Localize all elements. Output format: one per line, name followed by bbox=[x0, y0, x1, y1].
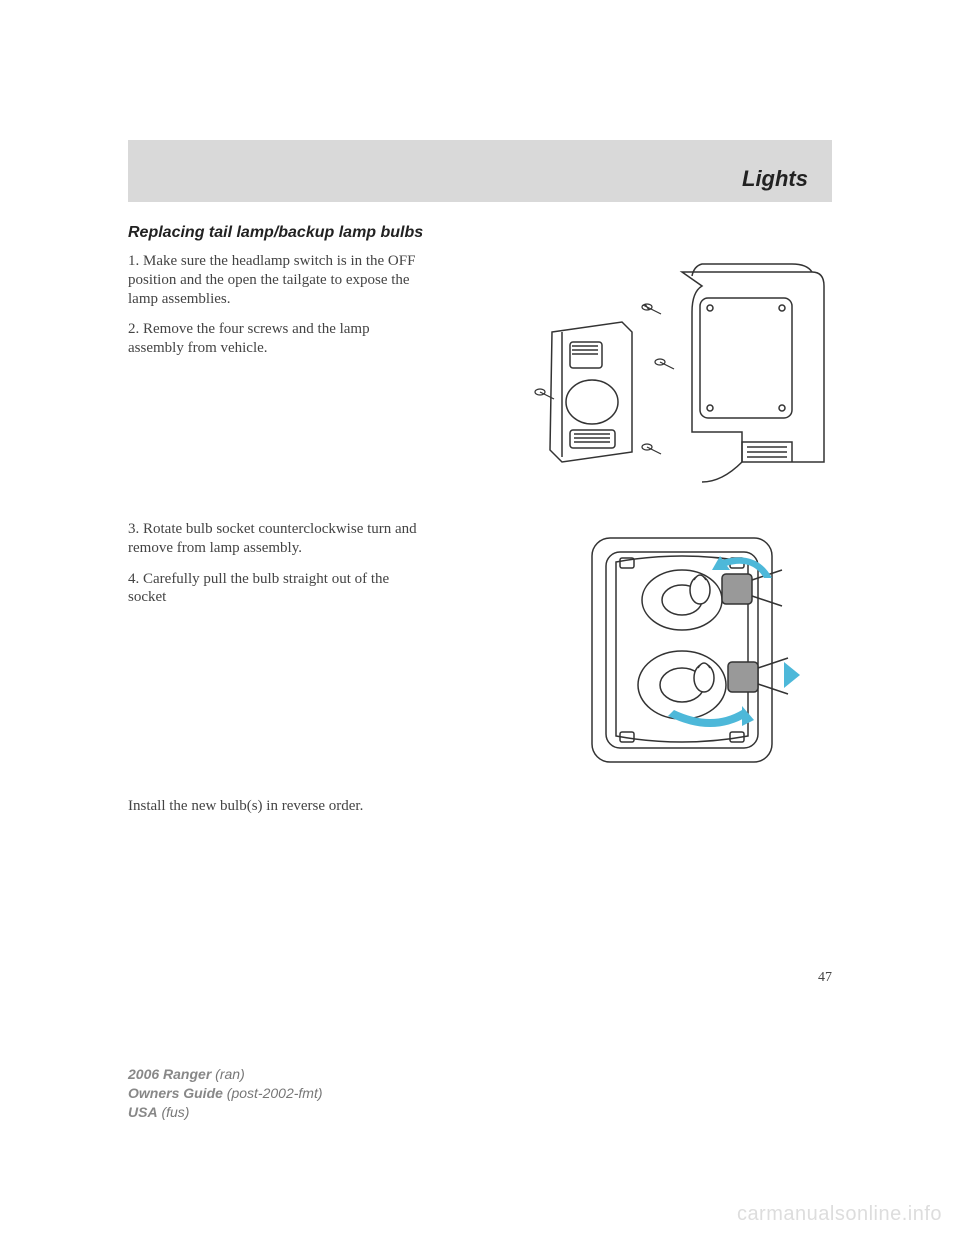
section-2-image-col bbox=[448, 520, 832, 780]
footer-guide-code: (post-2002-fmt) bbox=[223, 1085, 323, 1101]
footer-region-code: (fus) bbox=[158, 1104, 190, 1120]
footer-model: 2006 Ranger bbox=[128, 1066, 211, 1082]
bulb-socket-diagram-icon bbox=[572, 520, 832, 780]
section-1-text: 1. Make sure the headlamp switch is in t… bbox=[128, 252, 428, 502]
section-1-row: 1. Make sure the headlamp switch is in t… bbox=[128, 252, 832, 502]
step-3: 3. Rotate bulb socket counterclockwise t… bbox=[128, 520, 428, 558]
section-1-image-col bbox=[448, 252, 832, 502]
footer-line-1: 2006 Ranger (ran) bbox=[128, 1065, 323, 1084]
subheading: Replacing tail lamp/backup lamp bulbs bbox=[128, 224, 832, 242]
section-title: Lights bbox=[742, 166, 808, 192]
page-number: 47 bbox=[818, 970, 832, 986]
footer-line-2: Owners Guide (post-2002-fmt) bbox=[128, 1084, 323, 1103]
footer: 2006 Ranger (ran) Owners Guide (post-200… bbox=[128, 1065, 323, 1122]
section-header-bar: Lights bbox=[128, 140, 832, 202]
footer-line-3: USA (fus) bbox=[128, 1103, 323, 1122]
closing-text: Install the new bulb(s) in reverse order… bbox=[128, 798, 832, 815]
footer-guide: Owners Guide bbox=[128, 1085, 223, 1101]
page-content: Lights Replacing tail lamp/backup lamp b… bbox=[128, 140, 832, 815]
tail-lamp-diagram-icon bbox=[492, 252, 832, 502]
watermark: carmanualsonline.info bbox=[737, 1203, 942, 1226]
step-1: 1. Make sure the headlamp switch is in t… bbox=[128, 252, 428, 308]
footer-region: USA bbox=[128, 1104, 158, 1120]
section-2-text: 3. Rotate bulb socket counterclockwise t… bbox=[128, 520, 428, 780]
footer-model-code: (ran) bbox=[211, 1066, 244, 1082]
section-2-row: 3. Rotate bulb socket counterclockwise t… bbox=[128, 520, 832, 780]
step-4: 4. Carefully pull the bulb straight out … bbox=[128, 570, 428, 608]
step-2: 2. Remove the four screws and the lamp a… bbox=[128, 320, 428, 358]
